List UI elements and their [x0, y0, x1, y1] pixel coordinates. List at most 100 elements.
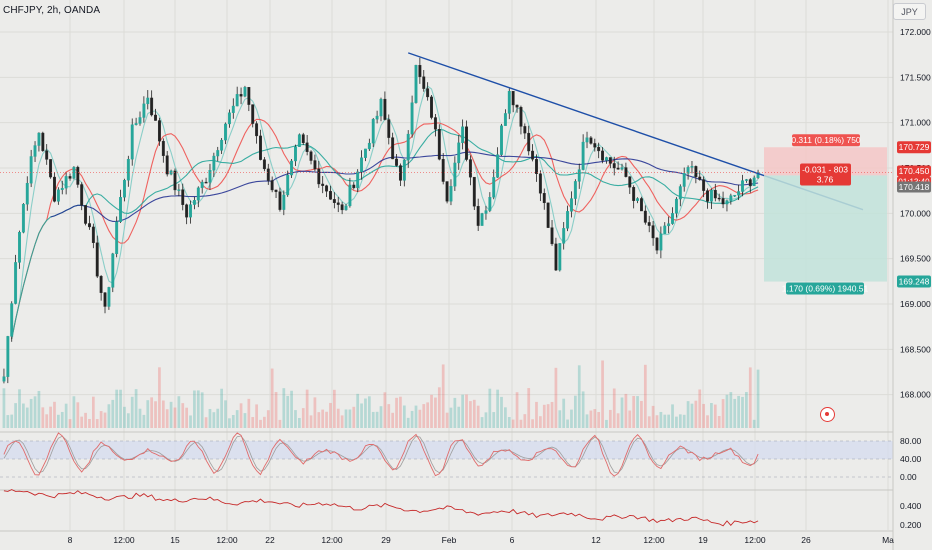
- volume-bar: [53, 401, 56, 428]
- volume-bar: [286, 395, 290, 428]
- volume-bar: [698, 389, 702, 428]
- candle-body: [601, 150, 605, 161]
- volume-bar: [469, 401, 472, 428]
- candle-body: [554, 243, 558, 271]
- volume-bar: [410, 410, 414, 428]
- volume-bar: [628, 410, 632, 428]
- candle-body: [515, 104, 519, 108]
- candle-body: [562, 228, 566, 244]
- volume-bar: [301, 408, 305, 428]
- time-tick: Ma: [882, 535, 894, 545]
- candle-body: [340, 204, 344, 211]
- candle-body: [123, 180, 126, 198]
- stop-price-tag-text: 170.729: [899, 142, 930, 152]
- candle-body: [286, 174, 290, 196]
- candle-body: [189, 204, 192, 218]
- candle-body: [678, 186, 682, 200]
- volume-bar: [126, 413, 130, 428]
- volume-bar: [504, 407, 507, 428]
- volume-bar: [636, 396, 639, 428]
- volume-bar: [706, 415, 709, 428]
- candle-body: [130, 124, 134, 160]
- volume-bar: [375, 411, 379, 428]
- candle-body: [251, 104, 255, 124]
- candle-body: [301, 134, 305, 144]
- volume-bar: [601, 360, 604, 428]
- candle-body: [14, 262, 18, 304]
- volume-bar: [573, 395, 577, 428]
- candle-body: [154, 114, 157, 121]
- candle-body: [107, 287, 111, 307]
- candle-body: [414, 65, 418, 103]
- candle-body: [566, 211, 570, 229]
- target-icon[interactable]: [820, 407, 835, 422]
- candle-body: [208, 169, 212, 183]
- candle-body: [639, 198, 643, 212]
- candle-body: [344, 205, 348, 211]
- volume-bar: [76, 402, 80, 428]
- candle-body: [33, 145, 37, 157]
- currency-button[interactable]: JPY: [893, 3, 926, 20]
- candle-body: [398, 165, 402, 181]
- target-zone: [764, 175, 887, 282]
- volume-bar: [445, 412, 449, 428]
- volume-bar: [725, 394, 729, 428]
- symbol-title[interactable]: CHFJPY, 2h, OANDA: [3, 5, 101, 16]
- volume-bar: [500, 396, 503, 428]
- candle-body: [706, 190, 709, 202]
- volume-bar: [57, 414, 60, 428]
- candle-body: [636, 198, 639, 201]
- candle-body: [690, 166, 694, 168]
- candle-body: [608, 157, 612, 164]
- candle-body: [410, 102, 414, 135]
- volume-bar: [616, 413, 620, 428]
- volume-bar: [663, 414, 667, 428]
- candle-body: [146, 97, 150, 105]
- volume-bar: [511, 419, 515, 428]
- volume-bar: [655, 415, 659, 428]
- time-tick: 29: [381, 535, 391, 545]
- candle-body: [713, 189, 717, 199]
- volume-bar: [367, 396, 371, 428]
- volume-bar: [461, 394, 464, 428]
- volume-bar: [379, 406, 383, 428]
- volume-bar: [383, 392, 387, 428]
- time-tick: 12:00: [643, 535, 665, 545]
- candle-body: [527, 132, 531, 152]
- stochastic-band: [0, 441, 893, 459]
- candle-body: [181, 189, 185, 205]
- volume-bar: [150, 397, 154, 428]
- candle-body: [379, 98, 383, 117]
- oscillator-tick: 0.200: [900, 520, 922, 530]
- candle-body: [756, 172, 760, 179]
- volume-bar: [721, 399, 725, 428]
- volume-bar: [336, 408, 340, 428]
- candle-body: [752, 177, 756, 187]
- moving-average-line: [11, 128, 759, 340]
- candle-body: [297, 134, 301, 147]
- volume-bar: [675, 416, 678, 428]
- candle-body: [99, 276, 103, 293]
- target-label: 1.170 (0.69%) 1940.51: [782, 282, 869, 295]
- candle-body: [632, 187, 636, 201]
- candle-body: [535, 159, 538, 174]
- volume-bar: [72, 396, 76, 428]
- volume-bar: [391, 412, 395, 428]
- candle-body: [68, 176, 72, 179]
- candle-body: [682, 173, 686, 187]
- volume-bar: [41, 407, 45, 428]
- volume-bar: [414, 405, 418, 428]
- volume-bar: [208, 408, 212, 428]
- target-price-tag-bg: [897, 275, 931, 288]
- volume-bar: [274, 392, 278, 428]
- volume-bar: [348, 409, 352, 428]
- volume-bar: [737, 395, 740, 428]
- candle-body: [103, 292, 107, 307]
- candle-body: [387, 119, 391, 138]
- candle-body: [2, 376, 6, 382]
- candle-body: [449, 186, 453, 202]
- time-tick: 19: [698, 535, 708, 545]
- pnl-label-bg: [800, 163, 851, 186]
- volume-bar: [752, 419, 756, 428]
